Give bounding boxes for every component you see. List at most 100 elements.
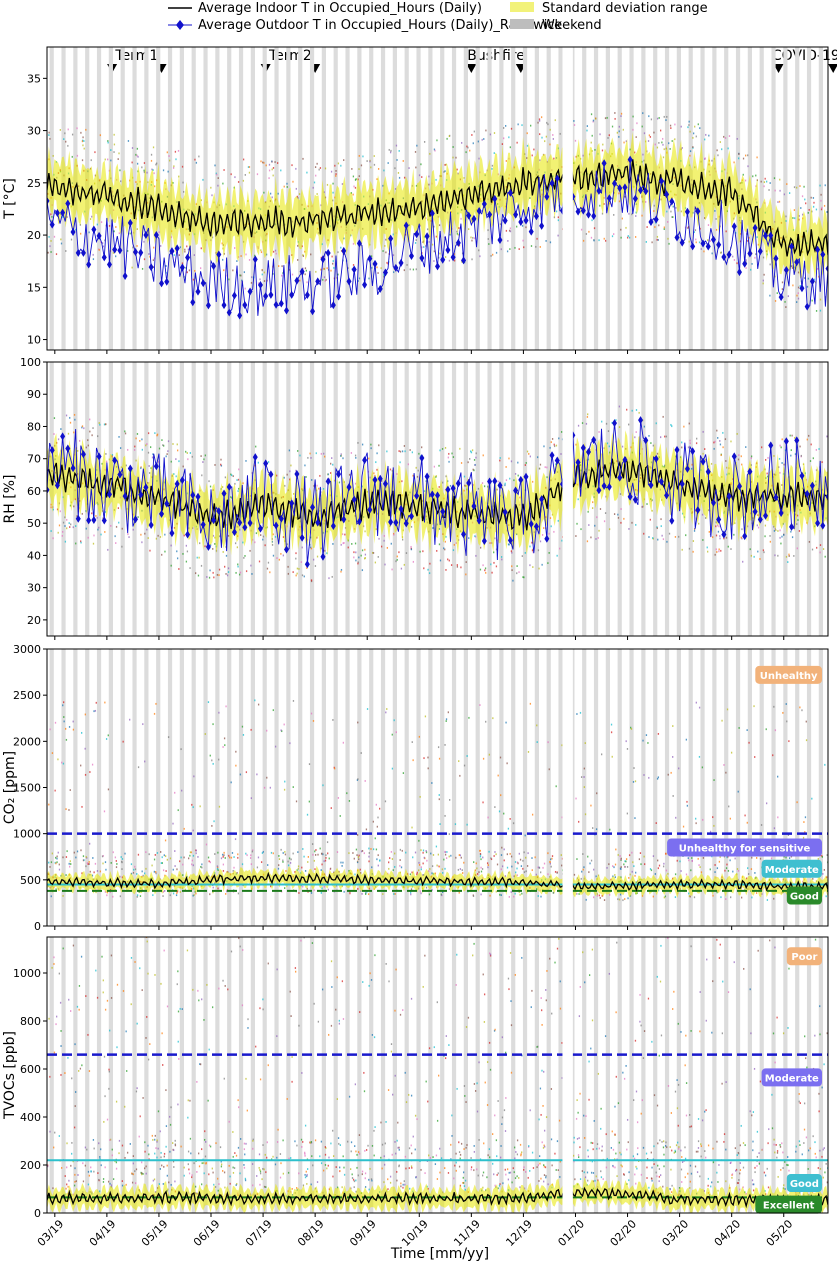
sensor-point (545, 466, 546, 468)
sensor-point (127, 449, 128, 451)
sensor-point (779, 529, 780, 531)
sensor-point (698, 858, 699, 860)
sensor-point (276, 253, 277, 255)
sensor-point (353, 264, 354, 266)
sensor-point (332, 576, 333, 578)
sensor-point (541, 116, 542, 118)
sensor-point (617, 898, 618, 900)
sensor-point (507, 853, 508, 855)
sensor-point (299, 455, 300, 457)
sensor-point (195, 893, 196, 895)
sensor-point (619, 126, 620, 128)
outdoor-marker (586, 211, 591, 219)
sensor-point (578, 425, 579, 427)
sensor-point (731, 752, 732, 754)
sensor-point (668, 243, 669, 245)
sensor-point (172, 443, 173, 445)
sensor-point (211, 825, 212, 827)
sensor-point (137, 896, 138, 898)
sensor-point (200, 267, 201, 269)
plot-area (45, 362, 831, 636)
sensor-point (151, 169, 152, 171)
sensor-point (721, 454, 722, 456)
sensor-point (636, 136, 637, 138)
sensor-point (201, 565, 202, 567)
y-axis-label: T [°C] (2, 178, 18, 220)
sensor-point (83, 427, 84, 429)
y-tick-label: 50 (27, 517, 41, 530)
sensor-point (377, 817, 378, 819)
sensor-point (695, 822, 696, 824)
sensor-point (131, 863, 132, 865)
sensor-point (175, 158, 176, 160)
sensor-point (325, 854, 326, 856)
sensor-point (315, 565, 316, 567)
sensor-point (798, 272, 799, 274)
sensor-point (196, 162, 197, 164)
sensor-point (214, 853, 215, 855)
sensor-point (292, 181, 293, 183)
sensor-point (358, 168, 359, 170)
sensor-point (617, 514, 618, 516)
sensor-point (626, 409, 627, 411)
sensor-point (556, 211, 557, 213)
sensor-point (324, 276, 325, 278)
sensor-point (492, 717, 493, 719)
sensor-point (284, 186, 285, 188)
sensor-point (93, 710, 94, 712)
sensor-point (816, 209, 817, 211)
sensor-point (166, 455, 167, 457)
sensor-point (444, 744, 445, 746)
sensor-point (480, 853, 481, 855)
y-tick-label: 40 (27, 549, 41, 562)
sensor-point (479, 704, 480, 706)
sensor-point (779, 201, 780, 203)
sensor-point (442, 448, 443, 450)
sensor-point (210, 187, 211, 189)
sensor-point (482, 868, 483, 870)
sensor-point (297, 851, 298, 853)
sensor-point (165, 855, 166, 857)
sensor-point (443, 171, 444, 173)
sensor-point (725, 438, 726, 440)
sensor-point (103, 246, 104, 248)
weekend-band (121, 937, 125, 1213)
sensor-point (391, 851, 392, 853)
sensor-point (131, 1003, 132, 1005)
sensor-point (97, 529, 98, 531)
sensor-point (805, 816, 806, 818)
sensor-point (449, 799, 450, 801)
sensor-point (728, 870, 729, 872)
sensor-point (124, 1106, 125, 1108)
sensor-point (631, 213, 632, 215)
sensor-point (234, 176, 235, 178)
sensor-point (552, 134, 553, 136)
sensor-point (712, 895, 713, 897)
sensor-point (663, 156, 664, 158)
sensor-point (598, 431, 599, 433)
sensor-point (446, 720, 447, 722)
sensor-point (433, 854, 434, 856)
category-badge-label: Unhealthy for sensitive (679, 844, 811, 855)
sensor-point (408, 463, 409, 465)
sensor-point (612, 235, 613, 237)
sensor-point (488, 851, 489, 853)
sensor-point (596, 516, 597, 518)
sensor-point (385, 712, 386, 714)
sensor-point (646, 503, 647, 505)
sensor-point (425, 716, 426, 718)
sensor-point (314, 868, 315, 870)
sensor-point (416, 239, 417, 241)
outdoor-marker (529, 228, 534, 236)
sensor-point (657, 860, 658, 862)
sensor-point (223, 864, 224, 866)
sensor-point (560, 133, 561, 135)
sensor-point (168, 155, 169, 157)
sensor-point (235, 838, 236, 840)
sensor-point (618, 517, 619, 519)
sensor-point (696, 702, 697, 704)
sensor-point (386, 451, 387, 453)
sensor-point (521, 124, 522, 126)
sensor-point (102, 863, 103, 865)
sensor-point (49, 728, 50, 730)
